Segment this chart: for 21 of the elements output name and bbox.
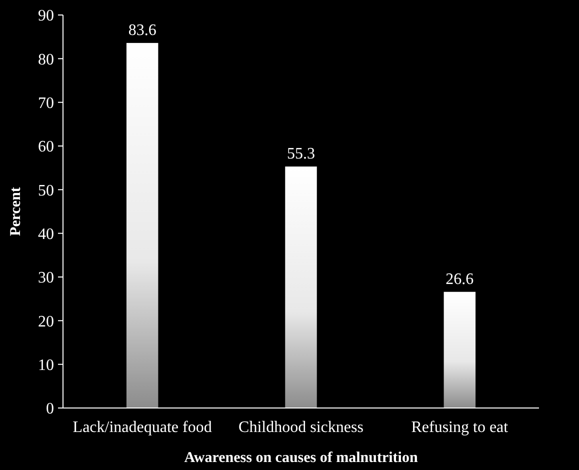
x-axis-title: Awareness on causes of malnutrition bbox=[184, 450, 418, 466]
x-tick-label: Childhood sickness bbox=[238, 419, 364, 436]
data-label: 83.6 bbox=[128, 22, 156, 39]
y-tick-label: 10 bbox=[38, 356, 54, 374]
y-tick-label: 70 bbox=[38, 94, 54, 112]
y-tick-label: 80 bbox=[38, 51, 54, 68]
y-tick-label: 20 bbox=[38, 313, 54, 330]
y-tick-label: 30 bbox=[38, 270, 54, 287]
y-axis-title: Percent bbox=[8, 187, 24, 236]
data-label: 55.3 bbox=[287, 146, 315, 163]
data-label: 26.6 bbox=[446, 270, 474, 288]
y-tick-label: 0 bbox=[46, 400, 54, 418]
x-tick-label: Lack/inadequate food bbox=[72, 419, 212, 436]
bar bbox=[285, 166, 317, 408]
y-tick-label: 60 bbox=[38, 138, 54, 156]
y-tick-label: 90 bbox=[38, 8, 54, 25]
bar bbox=[126, 42, 158, 408]
y-tick-label: 50 bbox=[38, 182, 54, 200]
x-tick-label: Refusing to eat bbox=[411, 419, 509, 436]
y-tick-label: 40 bbox=[38, 226, 54, 243]
bar bbox=[444, 292, 476, 408]
